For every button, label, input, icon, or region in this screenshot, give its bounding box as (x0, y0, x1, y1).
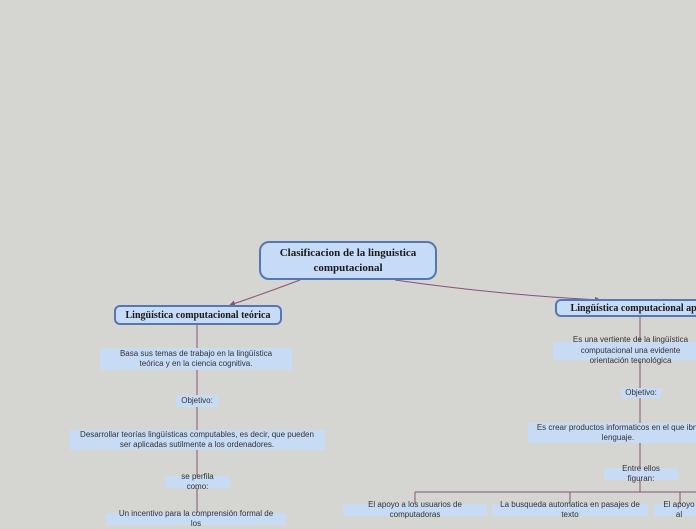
left-leaf-4-text: se perfila como: (173, 472, 222, 493)
right-leaf-3-text: Es crear productos informaticos en el qu… (536, 423, 696, 444)
right-leaf-3: Es crear productos informaticos en el qu… (528, 423, 696, 443)
left-leaf-5: Un incentivo para la comprensión formal … (106, 513, 286, 525)
root-title: Clasificacion de la linguistica computac… (269, 246, 427, 275)
left-leaf-3-text: Desarrollar teorías lingüísticas computa… (77, 430, 317, 451)
right-child-1-text: El apoyo a los usuarios de computadoras (351, 500, 479, 521)
right-leaf-2-text: Objetivo: (625, 388, 657, 398)
right-child-3: El apoyo al (654, 504, 696, 516)
right-child-3-text: El apoyo al (662, 500, 696, 521)
left-branch-node: Lingüística computacional teórica (114, 305, 282, 325)
right-branch-node: Lingüística computacional apl (555, 299, 696, 317)
left-leaf-5-text: Un incentivo para la comprensión formal … (114, 509, 278, 529)
right-branch-title: Lingüística computacional apl (571, 303, 696, 314)
left-leaf-4: se perfila como: (165, 476, 230, 488)
right-leaf-4: Entre ellos figuran: (604, 468, 678, 480)
right-child-2-text: La busqueda automatica en pasajes de tex… (500, 500, 640, 521)
right-leaf-1-text: Es una vertiente de la lingüística compu… (561, 335, 696, 366)
right-leaf-2: Objetivo: (621, 388, 661, 398)
left-branch-title: Lingüística computacional teórica (126, 310, 271, 321)
left-leaf-1: Basa sus temas de trabajo en la lingüíst… (100, 348, 292, 370)
right-leaf-1: Es una vertiente de la lingüística compu… (553, 342, 696, 360)
left-leaf-1-text: Basa sus temas de trabajo en la lingüíst… (108, 349, 284, 370)
right-child-2: La busqueda automatica en pasajes de tex… (492, 504, 648, 516)
left-leaf-2: Objetivo: (176, 395, 218, 407)
left-leaf-3: Desarrollar teorías lingüísticas computa… (69, 430, 325, 450)
right-child-1: El apoyo a los usuarios de computadoras (343, 504, 487, 516)
left-leaf-2-text: Objetivo: (181, 396, 213, 406)
root-node: Clasificacion de la linguistica computac… (259, 241, 437, 280)
right-leaf-4-text: Entre ellos figuran: (612, 464, 670, 485)
